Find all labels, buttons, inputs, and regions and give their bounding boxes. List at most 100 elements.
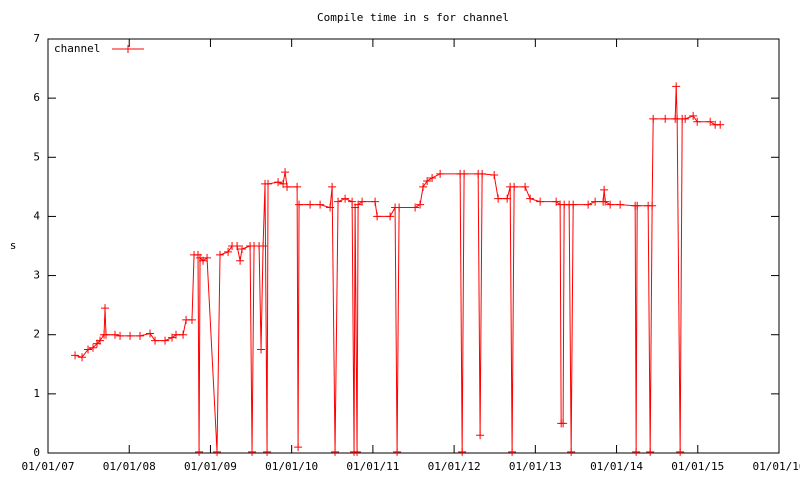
point-marker — [416, 200, 425, 209]
point-marker — [526, 194, 535, 203]
point-marker — [233, 242, 242, 250]
x-tick-label: 01/01/08 — [103, 460, 156, 473]
point-marker — [632, 447, 641, 456]
point-marker — [648, 201, 657, 210]
x-tick-label: 01/01/14 — [590, 460, 643, 473]
point-marker — [676, 447, 685, 456]
point-marker — [348, 197, 357, 206]
point-marker — [248, 447, 257, 456]
point-marker — [263, 447, 272, 456]
point-marker — [116, 331, 125, 340]
point-marker — [179, 330, 188, 339]
point-marker — [151, 336, 160, 345]
x-tick-label: 01/01/07 — [22, 460, 75, 473]
point-marker — [559, 419, 568, 428]
point-marker — [510, 182, 519, 191]
point-marker — [672, 82, 681, 91]
series-line — [74, 86, 721, 452]
point-marker — [460, 169, 469, 178]
legend-marker — [124, 45, 132, 53]
point-marker — [661, 114, 670, 123]
point-marker — [569, 200, 578, 209]
y-tick-label: 4 — [33, 209, 40, 222]
point-marker — [458, 447, 467, 456]
point-marker — [428, 173, 437, 182]
point-marker — [136, 331, 145, 340]
point-marker — [328, 182, 337, 191]
point-marker — [423, 176, 432, 185]
point-marker — [476, 431, 485, 440]
point-marker — [341, 194, 350, 203]
point-marker — [71, 351, 80, 360]
point-marker — [259, 242, 268, 250]
point-marker — [95, 336, 104, 345]
x-tick-label: 01/01/12 — [428, 460, 481, 473]
point-marker — [78, 353, 87, 362]
x-tick-label: 01/01/11 — [346, 460, 399, 473]
point-marker — [521, 182, 530, 191]
point-marker — [706, 117, 715, 126]
point-marker — [326, 203, 335, 212]
y-tick-label: 7 — [33, 32, 40, 45]
point-marker — [126, 331, 135, 340]
x-tick-label: 01/01/09 — [184, 460, 237, 473]
point-marker — [172, 330, 181, 339]
point-marker — [281, 168, 290, 177]
point-marker — [606, 200, 615, 209]
point-marker — [395, 203, 404, 212]
point-marker — [295, 200, 304, 209]
y-axis-label: s — [10, 239, 17, 252]
y-tick-label: 2 — [33, 328, 40, 341]
point-marker — [503, 194, 512, 203]
point-marker — [161, 336, 170, 345]
point-marker — [294, 443, 303, 452]
legend-label: channel — [54, 42, 100, 55]
y-tick-label: 5 — [33, 150, 40, 163]
point-marker — [584, 200, 593, 209]
x-tick-label: 01/01/10 — [265, 460, 318, 473]
point-marker — [646, 447, 655, 456]
point-marker — [689, 111, 698, 120]
point-marker — [224, 247, 233, 256]
point-marker — [213, 447, 222, 456]
y-tick-label: 0 — [33, 446, 40, 459]
point-marker — [490, 171, 499, 180]
point-marker — [633, 201, 642, 210]
point-marker — [283, 182, 292, 191]
y-tick-label: 3 — [33, 269, 40, 282]
point-marker — [274, 178, 283, 187]
point-marker — [334, 197, 343, 206]
point-marker — [371, 197, 380, 206]
point-marker — [616, 200, 625, 209]
point-marker — [111, 330, 120, 339]
point-marker — [536, 197, 545, 206]
point-marker — [693, 117, 702, 126]
point-marker — [293, 182, 302, 191]
plot-border — [47, 38, 780, 454]
point-marker — [373, 212, 382, 221]
chart-title: Compile time in s for channel — [317, 11, 509, 24]
y-tick-label: 6 — [33, 91, 40, 104]
point-marker — [216, 250, 225, 259]
point-marker — [478, 169, 487, 178]
point-marker — [264, 179, 273, 188]
point-marker — [101, 304, 110, 313]
x-tick-label: 01/01/13 — [509, 460, 562, 473]
point-marker — [203, 253, 212, 262]
point-marker — [600, 185, 609, 194]
point-marker — [316, 200, 325, 209]
point-marker — [419, 182, 428, 191]
point-marker — [146, 329, 155, 338]
point-marker — [306, 200, 315, 209]
point-marker — [591, 197, 600, 206]
x-tick-label: 01/01/16 — [753, 460, 800, 473]
point-marker — [188, 315, 197, 324]
point-marker — [101, 330, 110, 339]
point-marker — [84, 345, 93, 354]
point-marker — [567, 447, 576, 456]
point-marker — [601, 197, 610, 206]
point-marker — [238, 244, 247, 253]
point-marker — [649, 114, 658, 123]
